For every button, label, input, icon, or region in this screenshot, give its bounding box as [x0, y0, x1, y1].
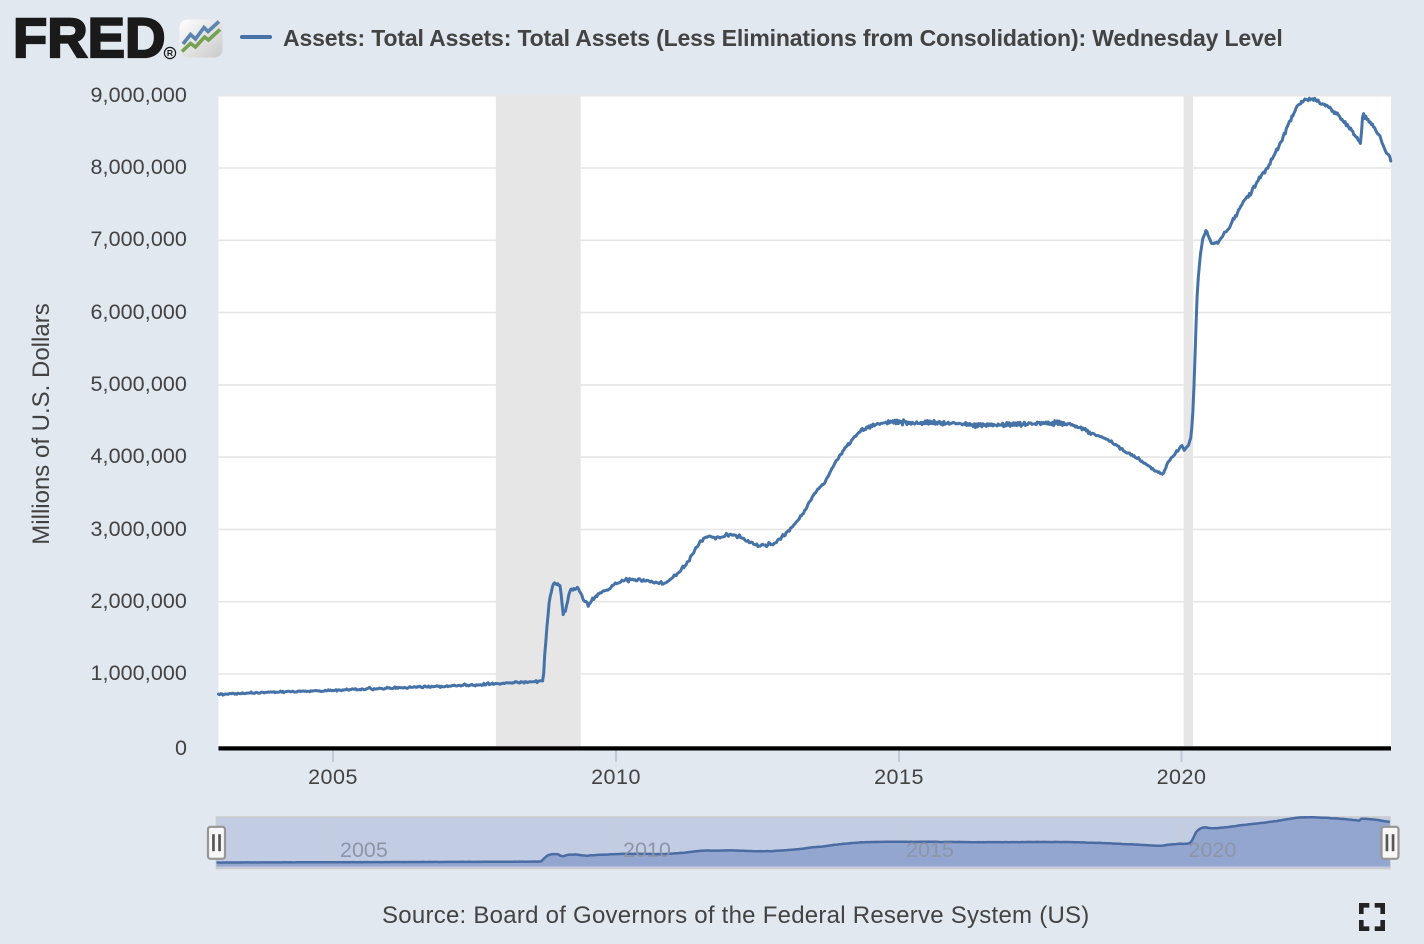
svg-text:2020: 2020: [1189, 838, 1237, 862]
svg-text:R: R: [167, 48, 173, 58]
svg-text:2010: 2010: [623, 838, 671, 862]
svg-text:2015: 2015: [906, 838, 954, 862]
svg-text:2005: 2005: [340, 838, 388, 862]
